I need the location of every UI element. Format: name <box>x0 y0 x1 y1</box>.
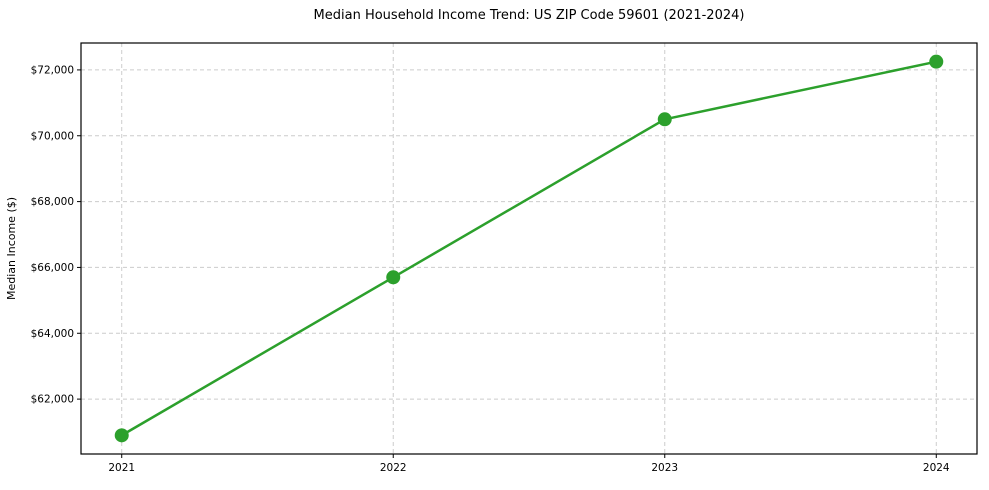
data-point-2021 <box>114 428 129 443</box>
y-tick-label: $66,000 <box>31 262 74 274</box>
data-point-2022 <box>386 270 401 285</box>
y-tick-label: $72,000 <box>31 64 74 76</box>
y-tick-label: $64,000 <box>31 328 74 340</box>
y-tick-label: $62,000 <box>31 394 74 406</box>
x-tick-label: 2021 <box>108 462 135 474</box>
data-point-2023 <box>657 112 672 127</box>
x-tick-label: 2023 <box>651 462 678 474</box>
y-axis-label: Median Income ($) <box>5 197 18 300</box>
plot-border <box>80 42 978 455</box>
data-point-2024 <box>929 54 944 69</box>
y-tick-label: $68,000 <box>31 196 74 208</box>
y-tick-label: $70,000 <box>31 130 74 142</box>
chart-title: Median Household Income Trend: US ZIP Co… <box>313 8 745 23</box>
trend-line <box>120 60 938 437</box>
x-tick-label: 2024 <box>923 462 950 474</box>
x-tick-label: 2022 <box>380 462 407 474</box>
